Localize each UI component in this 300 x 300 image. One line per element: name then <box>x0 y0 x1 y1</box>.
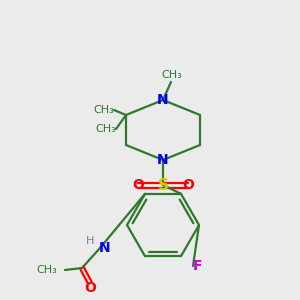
Text: N: N <box>99 241 111 255</box>
Text: N: N <box>157 93 169 107</box>
Text: CH₃: CH₃ <box>162 70 182 80</box>
Text: F: F <box>193 259 203 273</box>
Text: CH₃: CH₃ <box>36 265 57 275</box>
Text: CH₃: CH₃ <box>96 124 116 134</box>
Text: O: O <box>182 178 194 192</box>
Text: O: O <box>132 178 144 192</box>
Text: CH₃: CH₃ <box>94 105 114 115</box>
Text: H: H <box>86 236 94 246</box>
Text: O: O <box>84 281 96 295</box>
Text: S: S <box>158 178 169 193</box>
Text: N: N <box>157 153 169 167</box>
